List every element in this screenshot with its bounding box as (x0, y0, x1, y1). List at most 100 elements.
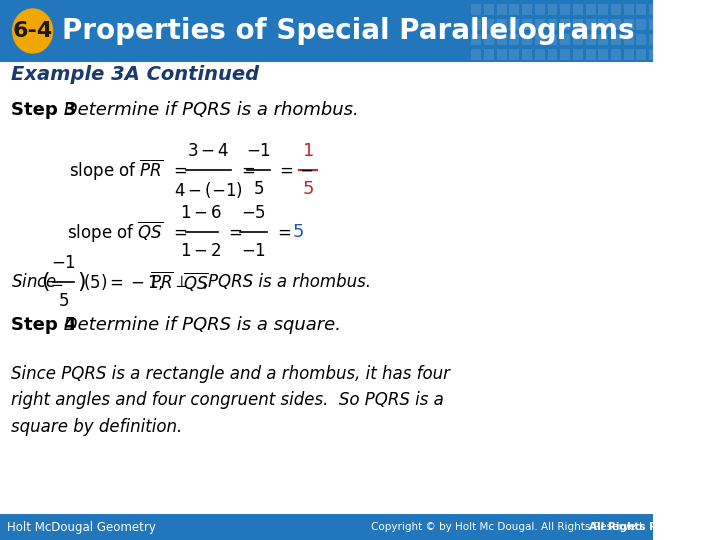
Text: 6-4: 6-4 (12, 21, 53, 41)
FancyBboxPatch shape (535, 49, 545, 60)
FancyBboxPatch shape (472, 34, 482, 45)
Text: −: − (51, 279, 63, 294)
Text: $5$: $5$ (292, 223, 304, 241)
FancyBboxPatch shape (522, 34, 532, 45)
FancyBboxPatch shape (636, 34, 647, 45)
Text: Copyright © by Holt Mc Dougal. All Rights Reserved.: Copyright © by Holt Mc Dougal. All Right… (371, 522, 645, 532)
FancyBboxPatch shape (484, 19, 494, 30)
FancyBboxPatch shape (547, 49, 557, 60)
FancyBboxPatch shape (636, 19, 647, 30)
FancyBboxPatch shape (624, 19, 634, 30)
Text: $3-4$: $3-4$ (187, 142, 230, 160)
FancyBboxPatch shape (573, 49, 583, 60)
FancyBboxPatch shape (573, 4, 583, 15)
FancyBboxPatch shape (585, 49, 595, 60)
FancyBboxPatch shape (547, 19, 557, 30)
FancyBboxPatch shape (624, 34, 634, 45)
FancyBboxPatch shape (497, 19, 507, 30)
FancyBboxPatch shape (598, 49, 608, 60)
Text: Example 3A Continued: Example 3A Continued (11, 65, 259, 84)
Text: $5$: $5$ (302, 180, 314, 198)
FancyBboxPatch shape (649, 34, 659, 45)
FancyBboxPatch shape (585, 34, 595, 45)
Text: Step 3: Step 3 (11, 101, 76, 119)
FancyBboxPatch shape (573, 34, 583, 45)
Text: $\overline{QS}$: $\overline{QS}$ (183, 271, 209, 293)
FancyBboxPatch shape (0, 0, 652, 62)
Text: $=$: $=$ (225, 223, 242, 241)
FancyBboxPatch shape (585, 19, 595, 30)
Text: slope of $\overline{QS}$: slope of $\overline{QS}$ (67, 219, 163, 245)
Text: $5$: $5$ (58, 292, 69, 310)
Text: Holt McDougal Geometry: Holt McDougal Geometry (7, 521, 156, 534)
FancyBboxPatch shape (522, 4, 532, 15)
Text: $1$: $1$ (302, 142, 314, 160)
Text: PQRS is a rhombus.: PQRS is a rhombus. (209, 273, 372, 291)
Text: $1-6$: $1-6$ (180, 204, 222, 222)
Text: $= $: $= $ (274, 223, 291, 241)
FancyBboxPatch shape (484, 49, 494, 60)
FancyBboxPatch shape (624, 49, 634, 60)
Text: $5$: $5$ (253, 180, 264, 198)
FancyBboxPatch shape (547, 4, 557, 15)
FancyBboxPatch shape (624, 4, 634, 15)
Text: Since PQRS is a rectangle and a rhombus, it has four
right angles and four congr: Since PQRS is a rectangle and a rhombus,… (11, 365, 450, 436)
FancyBboxPatch shape (484, 34, 494, 45)
Text: All Rights Reserved.: All Rights Reserved. (589, 522, 708, 532)
FancyBboxPatch shape (510, 49, 519, 60)
FancyBboxPatch shape (510, 4, 519, 15)
FancyBboxPatch shape (0, 514, 652, 540)
Text: $=$: $=$ (171, 223, 188, 241)
FancyBboxPatch shape (636, 4, 647, 15)
FancyBboxPatch shape (636, 49, 647, 60)
Text: (: ( (41, 272, 50, 292)
FancyBboxPatch shape (598, 4, 608, 15)
Text: Determine if PQRS is a square.: Determine if PQRS is a square. (58, 316, 341, 334)
FancyBboxPatch shape (535, 4, 545, 15)
Text: $=$: $=$ (171, 161, 188, 179)
Text: Determine if PQRS is a rhombus.: Determine if PQRS is a rhombus. (58, 101, 359, 119)
FancyBboxPatch shape (472, 49, 482, 60)
FancyBboxPatch shape (598, 34, 608, 45)
FancyBboxPatch shape (598, 19, 608, 30)
FancyBboxPatch shape (497, 4, 507, 15)
FancyBboxPatch shape (585, 4, 595, 15)
Text: $=$: $=$ (238, 161, 255, 179)
Text: ,: , (204, 273, 215, 291)
Text: $1-2$: $1-2$ (180, 242, 222, 260)
FancyBboxPatch shape (472, 4, 482, 15)
FancyBboxPatch shape (649, 4, 659, 15)
Text: $-1$: $-1$ (241, 242, 266, 260)
FancyBboxPatch shape (560, 49, 570, 60)
FancyBboxPatch shape (649, 19, 659, 30)
Text: $\perp$: $\perp$ (172, 273, 188, 291)
FancyBboxPatch shape (510, 34, 519, 45)
FancyBboxPatch shape (497, 49, 507, 60)
FancyBboxPatch shape (497, 34, 507, 45)
Text: Properties of Special Parallelograms: Properties of Special Parallelograms (62, 17, 634, 45)
Text: $-1$: $-1$ (51, 254, 76, 272)
Text: ): ) (77, 272, 86, 292)
FancyBboxPatch shape (649, 49, 659, 60)
Text: $\overline{PR}$: $\overline{PR}$ (150, 272, 173, 293)
Text: $4-(-1)$: $4-(-1)$ (174, 180, 243, 200)
FancyBboxPatch shape (535, 19, 545, 30)
FancyBboxPatch shape (611, 49, 621, 60)
Text: $-1$: $-1$ (246, 142, 271, 160)
Text: slope of $\overline{PR}$: slope of $\overline{PR}$ (69, 158, 163, 183)
Text: $-5$: $-5$ (241, 204, 266, 222)
FancyBboxPatch shape (560, 34, 570, 45)
FancyBboxPatch shape (472, 19, 482, 30)
FancyBboxPatch shape (522, 19, 532, 30)
FancyBboxPatch shape (510, 19, 519, 30)
FancyBboxPatch shape (535, 34, 545, 45)
FancyBboxPatch shape (560, 19, 570, 30)
FancyBboxPatch shape (611, 19, 621, 30)
FancyBboxPatch shape (484, 4, 494, 15)
Text: $Since$: $Since$ (11, 273, 57, 291)
Text: Step 4: Step 4 (11, 316, 76, 334)
FancyBboxPatch shape (573, 19, 583, 30)
FancyBboxPatch shape (611, 4, 621, 15)
FancyBboxPatch shape (547, 34, 557, 45)
FancyBboxPatch shape (522, 49, 532, 60)
